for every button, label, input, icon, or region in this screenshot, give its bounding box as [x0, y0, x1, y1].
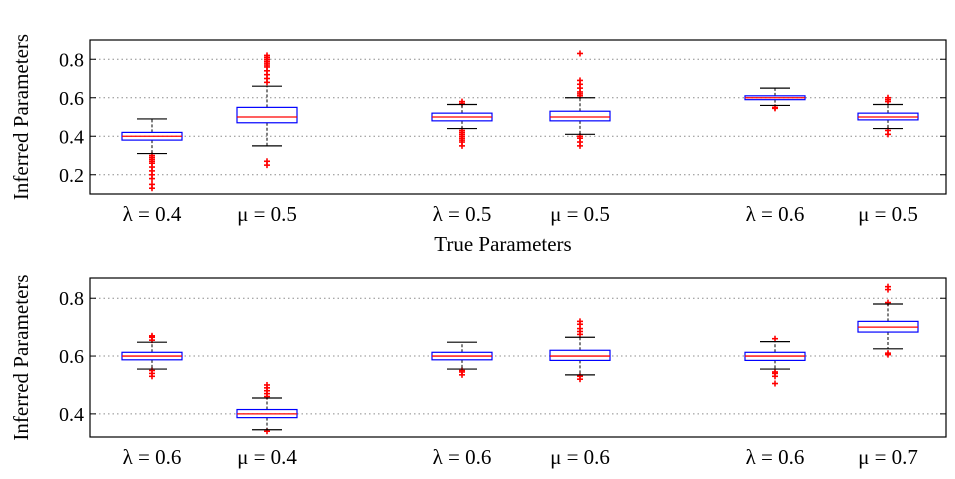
x-axis-title: True Parameters — [434, 232, 571, 256]
panel-2: 0.4 0.6 0.8 λ = 0.6 μ = 0.4 λ = 0.6 μ = 0.6 λ =… — [9, 274, 947, 469]
category-label: λ = 0.6 — [433, 445, 492, 469]
y-tick-label: 0.6 — [59, 88, 84, 110]
y-tick-label: 0.2 — [59, 165, 84, 187]
category-label: λ = 0.6 — [746, 445, 805, 469]
y-tick-label: 0.4 — [59, 126, 84, 148]
category-label: μ = 0.5 — [237, 202, 297, 226]
iqr-box — [236, 106, 298, 124]
category-label: λ = 0.5 — [433, 202, 492, 226]
y-tick-label: 0.8 — [59, 49, 84, 71]
box-2 — [236, 52, 298, 169]
y-tick-label: 0.8 — [59, 288, 84, 310]
box-3 — [431, 341, 493, 378]
y-tick-label: 0.4 — [59, 404, 84, 426]
box-6 — [857, 94, 919, 138]
box-1 — [121, 118, 183, 192]
box-5 — [744, 335, 806, 387]
category-label: μ = 0.7 — [858, 445, 918, 469]
axes-frame — [89, 277, 947, 438]
iqr-box — [549, 349, 611, 361]
y-tick-label: 0.6 — [59, 346, 84, 368]
box-6 — [857, 283, 919, 358]
category-label: μ = 0.6 — [550, 445, 610, 469]
category-label: λ = 0.4 — [123, 202, 182, 226]
box-4 — [549, 318, 611, 383]
box-1 — [121, 332, 183, 380]
category-label: λ = 0.6 — [746, 202, 805, 226]
box-2 — [236, 381, 298, 435]
iqr-box — [549, 110, 611, 122]
box-5 — [744, 87, 806, 112]
y-axis-title: Inferred Parameters — [9, 34, 33, 200]
panel-1: 0.2 0.4 0.6 0.8 λ = 0.4 μ = 0.5 λ = 0.5 μ = 0.5… — [9, 34, 947, 256]
category-label: μ = 0.5 — [550, 202, 610, 226]
axes-frame — [89, 39, 947, 195]
box-4 — [549, 50, 611, 149]
box-3 — [431, 98, 493, 149]
plot-area — [90, 278, 946, 437]
category-label: λ = 0.6 — [123, 445, 182, 469]
category-label: μ = 0.5 — [858, 202, 918, 226]
plot-area — [90, 40, 946, 194]
category-label: μ = 0.4 — [237, 445, 297, 469]
y-axis-title: Inferred Parameters — [9, 274, 33, 440]
